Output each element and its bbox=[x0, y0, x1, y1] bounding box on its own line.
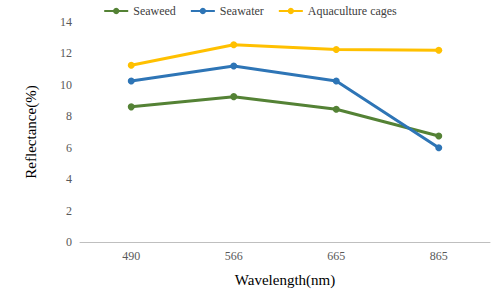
svg-text:665: 665 bbox=[327, 249, 345, 263]
svg-text:Reflectance(%): Reflectance(%) bbox=[23, 85, 40, 178]
svg-text:Wavelength(nm): Wavelength(nm) bbox=[235, 272, 335, 289]
svg-text:490: 490 bbox=[122, 249, 140, 263]
svg-text:10: 10 bbox=[60, 78, 72, 92]
svg-text:Aquaculture cages: Aquaculture cages bbox=[308, 4, 397, 18]
svg-text:6: 6 bbox=[66, 141, 72, 155]
svg-text:0: 0 bbox=[66, 235, 72, 249]
svg-text:8: 8 bbox=[66, 109, 72, 123]
svg-text:2: 2 bbox=[66, 204, 72, 218]
svg-text:4: 4 bbox=[66, 172, 72, 186]
svg-text:865: 865 bbox=[430, 249, 448, 263]
svg-text:14: 14 bbox=[60, 15, 72, 29]
svg-text:Seawater: Seawater bbox=[220, 4, 264, 18]
svg-text:12: 12 bbox=[60, 46, 72, 60]
svg-text:566: 566 bbox=[225, 249, 243, 263]
svg-text:Seaweed: Seaweed bbox=[133, 4, 176, 18]
